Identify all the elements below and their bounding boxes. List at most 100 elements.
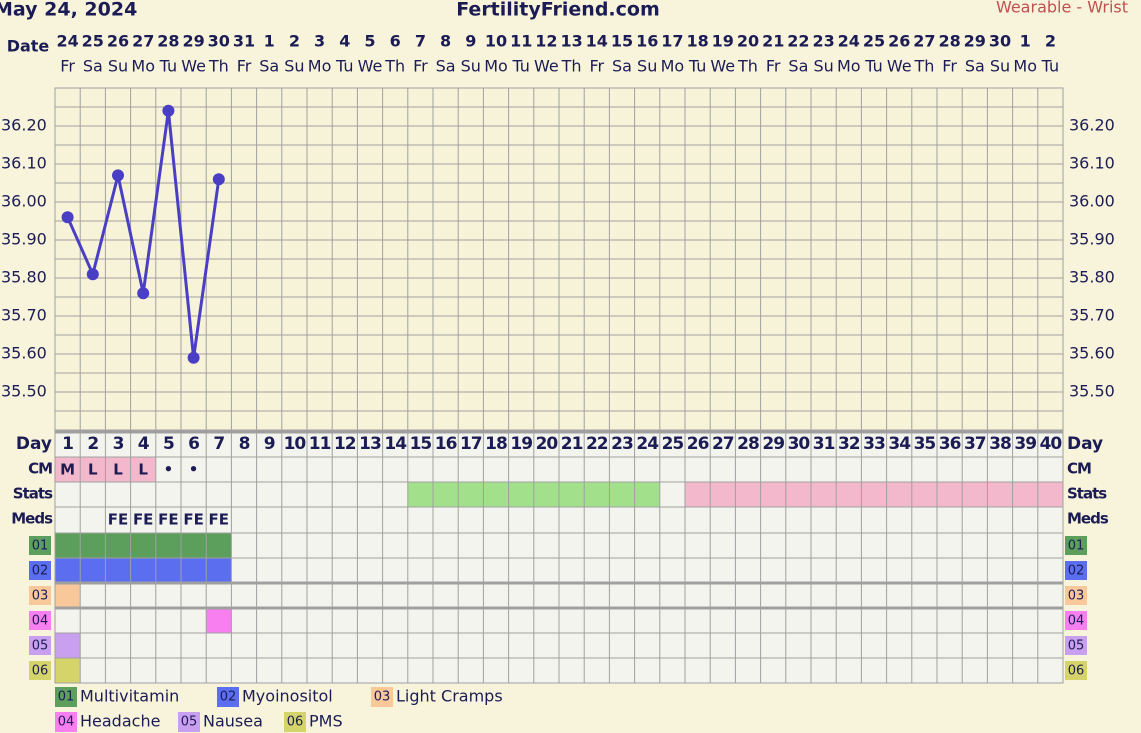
weekday-label: Th xyxy=(737,57,758,76)
meds-text: FE xyxy=(133,511,154,529)
date-label: 2 xyxy=(1045,32,1056,51)
x-tick-label: 17 xyxy=(460,434,482,454)
track-code-right-box xyxy=(1065,561,1087,580)
cm-cell xyxy=(80,457,106,483)
weekday-label: Su xyxy=(637,57,657,76)
legend-label: Multivitamin xyxy=(80,687,179,706)
temperature-point xyxy=(112,169,124,182)
weekday-label: Th xyxy=(913,57,934,76)
weekday-label: Tu xyxy=(1041,57,1059,76)
meds-text: FE xyxy=(158,511,179,529)
x-tick-label: 32 xyxy=(838,434,860,454)
legend-code: 05 xyxy=(181,715,198,730)
track-cell xyxy=(55,533,81,559)
row-label-right: Day xyxy=(1067,434,1103,454)
date-label: 19 xyxy=(712,32,734,51)
weekday-label: We xyxy=(534,57,559,76)
track-cell xyxy=(206,558,232,584)
legend-swatch xyxy=(284,712,306,732)
weekday-label: Th xyxy=(384,57,405,76)
cm-cell xyxy=(105,457,131,483)
date-label: 10 xyxy=(485,32,507,51)
track-code-left: 05 xyxy=(32,639,49,654)
weekday-label: Fr xyxy=(589,57,604,76)
y-tick-label-right: 35.70 xyxy=(1069,306,1115,325)
track-code-right: 01 xyxy=(1068,539,1085,554)
weekday-label: Tu xyxy=(688,57,706,76)
x-tick-label: 21 xyxy=(561,434,583,454)
weekday-label: Sa xyxy=(965,57,985,76)
track-cell xyxy=(155,533,181,559)
weekday-label: Su xyxy=(461,57,481,76)
track-cell xyxy=(80,558,106,584)
x-tick-label: 34 xyxy=(888,434,911,454)
track-code-right-box xyxy=(1065,536,1087,555)
weekday-label: Mo xyxy=(837,57,861,76)
plot-border xyxy=(54,87,1064,684)
weekday-label: Su xyxy=(284,57,304,76)
weekday-label: Fr xyxy=(942,57,957,76)
date-label: 28 xyxy=(157,32,179,51)
weekday-label: Su xyxy=(990,57,1010,76)
date-label: 22 xyxy=(787,32,809,51)
weekday-label: We xyxy=(358,57,383,76)
weekday-label: Th xyxy=(561,57,582,76)
weekday-label: Su xyxy=(813,57,833,76)
x-tick-label: 31 xyxy=(813,434,835,454)
x-tick-label: 14 xyxy=(384,434,407,454)
track-cell xyxy=(55,633,81,659)
date-label: 21 xyxy=(762,32,784,51)
x-tick-label: 8 xyxy=(239,434,250,454)
x-tick-label: 39 xyxy=(1014,434,1036,454)
legend-code: 02 xyxy=(220,690,237,705)
weekday-label: Fr xyxy=(413,57,428,76)
x-tick-label: 11 xyxy=(309,434,331,454)
cm-cell xyxy=(55,457,81,483)
x-tick-label: 38 xyxy=(989,434,1011,454)
legend-code: 03 xyxy=(374,690,391,705)
date-label: 26 xyxy=(888,32,910,51)
date-label: 27 xyxy=(132,32,154,51)
x-tick-label: 13 xyxy=(359,434,381,454)
x-tick-label: 10 xyxy=(284,434,307,454)
temperature-point xyxy=(212,173,225,186)
date-label: 18 xyxy=(686,32,708,51)
track-code-right: 03 xyxy=(1068,589,1085,604)
weekday-label: Sa xyxy=(83,57,103,76)
track-code-left: 04 xyxy=(32,614,49,629)
date-label: 1 xyxy=(1020,32,1031,51)
weekday-label: Fr xyxy=(766,57,781,76)
weekday-label: Tu xyxy=(864,57,882,76)
date-label: 28 xyxy=(938,32,960,51)
date-label: 14 xyxy=(586,32,608,51)
date-label: 17 xyxy=(661,32,683,51)
date-label: 11 xyxy=(510,32,532,51)
temperature-point xyxy=(137,287,150,300)
x-tick-label: 37 xyxy=(964,434,986,454)
weekday-label: Sa xyxy=(436,57,456,76)
x-tick-label: 30 xyxy=(788,434,811,454)
legend-swatch xyxy=(55,712,77,732)
date-label: 26 xyxy=(107,32,129,51)
weekday-label: Mo xyxy=(484,57,508,76)
date-header: Date xyxy=(7,37,50,56)
date-label: 4 xyxy=(339,32,350,51)
legend-label: Light Cramps xyxy=(396,687,503,706)
x-tick-label: 16 xyxy=(435,434,457,454)
cm-text: M xyxy=(60,461,75,479)
date-label: 27 xyxy=(913,32,935,51)
x-tick-label: 1 xyxy=(62,434,73,454)
date-label: 8 xyxy=(440,32,451,51)
date-label: 12 xyxy=(535,32,557,51)
legend-swatch xyxy=(178,712,200,732)
track-cell xyxy=(105,558,131,584)
x-tick-label: 26 xyxy=(687,434,709,454)
y-tick-label: 36.00 xyxy=(1,192,47,211)
x-tick-label: 36 xyxy=(939,434,961,454)
track-cell xyxy=(55,583,81,609)
x-tick-label: 5 xyxy=(163,434,174,454)
row-label: Day xyxy=(16,434,52,454)
y-tick-label: 36.20 xyxy=(1,116,47,135)
weekday-label: Mo xyxy=(1013,57,1037,76)
track-code-right-box xyxy=(1065,611,1087,630)
